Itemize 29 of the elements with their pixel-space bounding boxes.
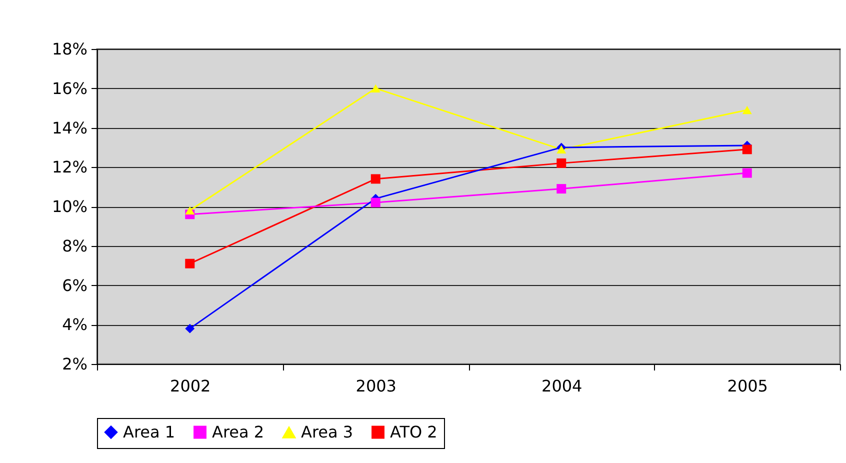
y-tick-label: 2% bbox=[62, 354, 88, 374]
point bbox=[556, 158, 566, 168]
x-tick-label: 2002 bbox=[170, 376, 211, 396]
y-tick-label: 4% bbox=[62, 315, 88, 334]
y-tick-label: 12% bbox=[52, 158, 88, 177]
legend-label: Area 1 bbox=[123, 422, 176, 442]
y-tick-label: 16% bbox=[52, 78, 88, 98]
y-tick-label: 6% bbox=[62, 276, 88, 295]
point bbox=[742, 168, 752, 178]
legend-label: ATO 2 bbox=[390, 422, 438, 442]
point bbox=[556, 145, 566, 154]
y-tick-label: 18% bbox=[52, 40, 88, 58]
y-tick-label: 10% bbox=[52, 197, 88, 216]
point bbox=[185, 324, 195, 334]
legend-label: Area 2 bbox=[212, 422, 264, 442]
point bbox=[370, 198, 380, 208]
x-tick-label: 2005 bbox=[727, 376, 768, 396]
point bbox=[370, 84, 380, 92]
x-tick-label: 2004 bbox=[542, 376, 582, 396]
point bbox=[185, 258, 195, 268]
point bbox=[370, 174, 380, 184]
point bbox=[742, 106, 752, 114]
point bbox=[185, 206, 195, 215]
legend-label: Area 3 bbox=[301, 422, 354, 442]
y-tick-label: 14% bbox=[52, 118, 88, 138]
x-tick-label: 2003 bbox=[356, 376, 396, 396]
point bbox=[742, 144, 752, 154]
y-tick-label: 8% bbox=[62, 236, 88, 256]
point bbox=[556, 184, 566, 194]
